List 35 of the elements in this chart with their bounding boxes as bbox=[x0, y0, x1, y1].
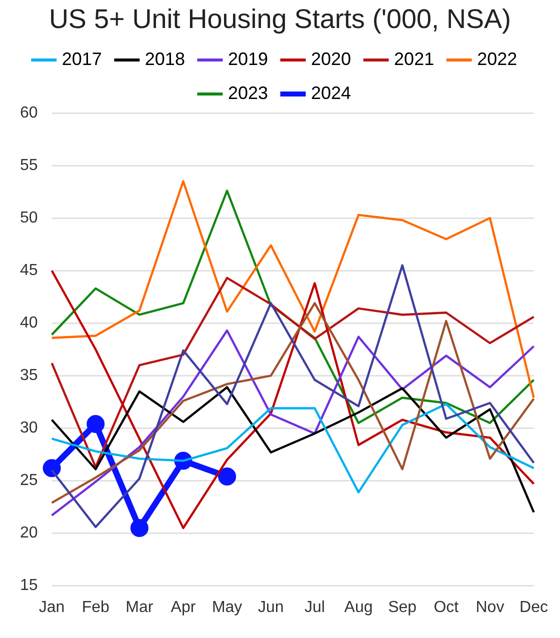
x-tick-label: Mar bbox=[126, 598, 154, 616]
x-tick-label: Aug bbox=[344, 598, 373, 616]
x-tick-label: Feb bbox=[82, 598, 110, 616]
legend-label: 2020 bbox=[311, 48, 352, 69]
y-tick-label: 40 bbox=[20, 314, 38, 332]
x-tick-label: Jun bbox=[258, 598, 284, 616]
y-tick-label: 20 bbox=[20, 524, 38, 542]
y-tick-label: 15 bbox=[20, 577, 38, 594]
x-tick-label: Jul bbox=[304, 598, 325, 616]
y-tick-label: 35 bbox=[20, 367, 38, 384]
y-tick-label: 25 bbox=[20, 472, 38, 490]
legend-label: 2019 bbox=[228, 48, 268, 69]
point bbox=[218, 468, 236, 486]
x-tick-label: Jan bbox=[38, 598, 65, 616]
y-tick-label: 60 bbox=[20, 104, 38, 122]
x-tick-label: Dec bbox=[520, 598, 548, 616]
legend-label: 2022 bbox=[477, 48, 518, 69]
chart-title: US 5+ Unit Housing Starts ('000, NSA) bbox=[48, 4, 512, 35]
y-tick-label: 55 bbox=[20, 156, 38, 174]
legend-label: 2023 bbox=[228, 82, 268, 103]
x-tick-label: Nov bbox=[476, 598, 504, 616]
legend-label: 2018 bbox=[144, 48, 185, 69]
x-tick-label: Oct bbox=[434, 598, 460, 616]
y-tick-label: 50 bbox=[20, 209, 38, 226]
x-tick-label: Sep bbox=[388, 598, 417, 616]
legend-label: 2024 bbox=[311, 82, 352, 103]
x-tick-label: Apr bbox=[170, 598, 196, 616]
legend-label: 2017 bbox=[62, 48, 102, 69]
point bbox=[86, 415, 105, 433]
x-tick-label: May bbox=[212, 598, 242, 616]
legend-label: 2021 bbox=[394, 48, 434, 69]
point bbox=[42, 459, 61, 478]
point bbox=[130, 519, 148, 538]
y-tick-label: 45 bbox=[20, 262, 38, 280]
y-tick-label: 30 bbox=[20, 420, 38, 437]
